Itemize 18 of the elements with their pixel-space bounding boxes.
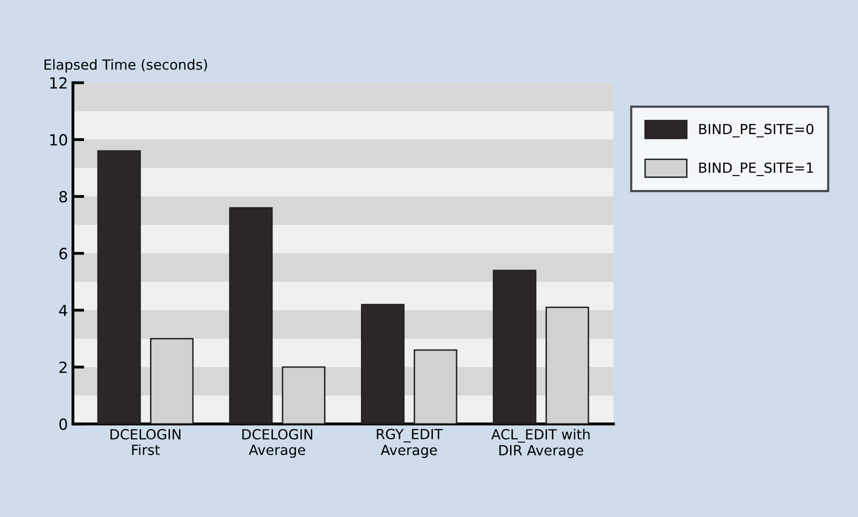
x-tick-label: DCELOGIN Average [242,429,312,458]
bar [492,270,536,424]
x-tick-label: RGY_EDIT Average [376,428,443,458]
y-tick-label: 12 [50,77,67,89]
y-tick-label: 8 [59,190,68,202]
legend-label: BIND_PE_SITE=0 [699,124,814,138]
y-tick-label: 6 [59,248,68,260]
bar [360,304,405,424]
y-tick-label: 2 [59,362,67,373]
y-axis-title: Elapsed Time (seconds) [44,59,207,72]
x-tick-label: ACL_EDIT with DIR Average [491,428,590,458]
y-tick-label: 4 [59,304,68,316]
legend-label: BIND_PE_SITE=1 [699,162,814,176]
y-tick-label: 0 [59,418,68,430]
y-tick-label: 10 [50,134,68,146]
x-tick-label: DCELOGIN First [110,429,180,456]
bar [97,150,141,424]
bar [229,207,273,424]
